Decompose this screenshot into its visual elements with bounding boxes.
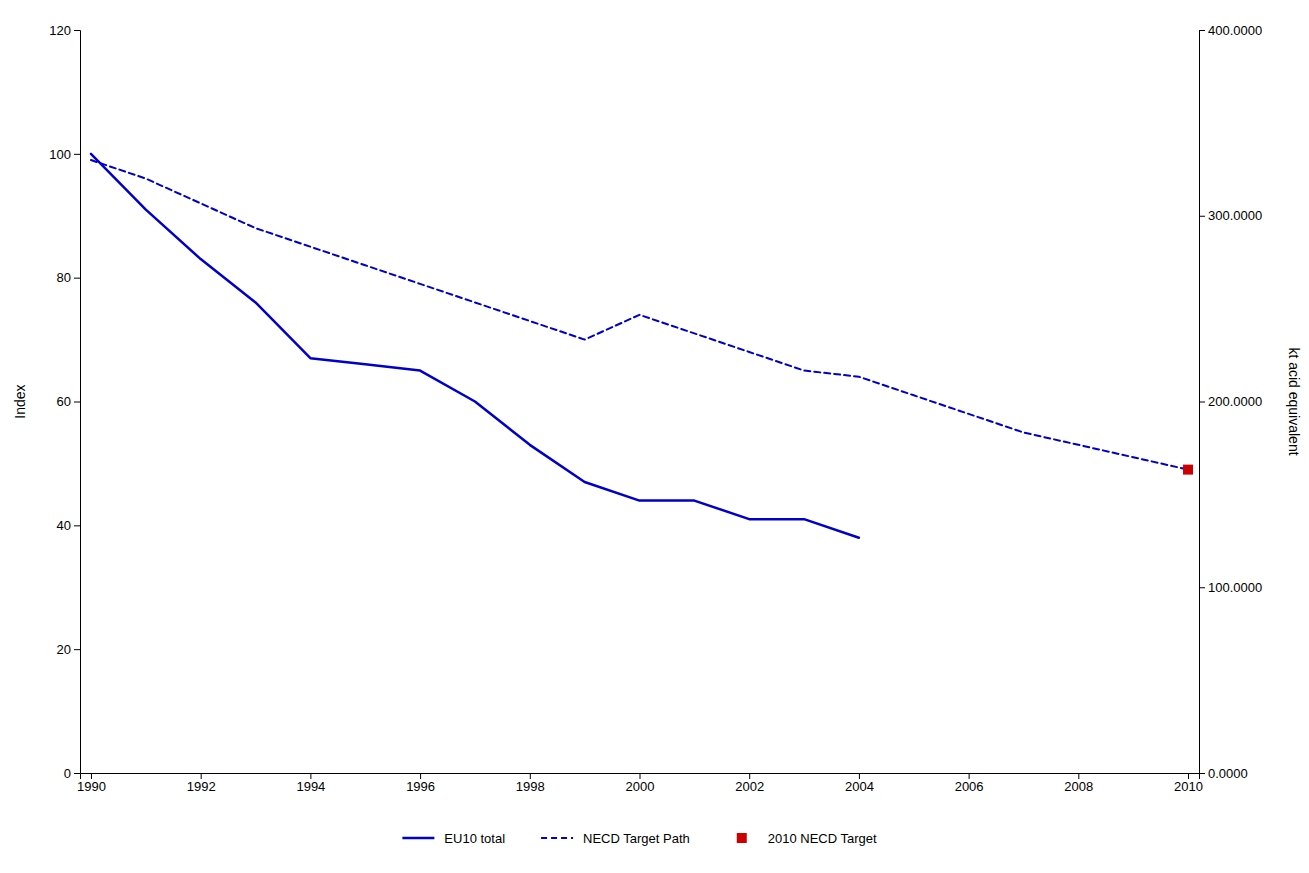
tick: 2006 xyxy=(955,773,984,794)
chart: 1990199219941996199820002002200420062008… xyxy=(0,0,1309,873)
legend-label: EU10 total xyxy=(444,831,505,846)
tick-label: 2002 xyxy=(735,779,764,794)
marks xyxy=(91,154,1193,538)
tick-mark xyxy=(1199,587,1205,588)
tick-label: 1998 xyxy=(516,779,545,794)
y-axis: 0 20 40 60 80 100 120 xyxy=(49,23,80,781)
tick-label: 0 xyxy=(64,766,71,781)
tick-label: 20 xyxy=(57,642,71,657)
tick-label: 1992 xyxy=(187,779,216,794)
tick: 120 xyxy=(49,23,80,38)
tick-mark xyxy=(91,773,92,779)
tick-mark xyxy=(859,773,860,779)
axis-line xyxy=(74,31,81,774)
tick: 2008 xyxy=(1064,773,1093,794)
tick: 20 xyxy=(57,642,80,657)
tick-mark xyxy=(74,525,80,526)
tick: 0.0000 xyxy=(1199,766,1248,781)
tick: 2004 xyxy=(845,773,874,794)
tick-label: 0.0000 xyxy=(1208,766,1248,781)
tick-label: 120 xyxy=(49,23,71,38)
tick-mark xyxy=(1188,773,1189,779)
axis-line xyxy=(81,774,1200,780)
tick: 1998 xyxy=(516,773,545,794)
tick-mark xyxy=(74,154,80,155)
tick: 0 xyxy=(64,766,80,781)
legend-swatch xyxy=(737,833,747,843)
legend: EU10 total NECD Target Path 2010 NECD Targ… xyxy=(402,831,877,846)
tick-mark xyxy=(1078,773,1079,779)
x-axis: 1990 1992 1994 1996 1998 2000 2002 2004 2006 2008… xyxy=(77,773,1203,794)
tick: 2002 xyxy=(735,773,764,794)
tick-mark xyxy=(969,773,970,779)
tick-mark xyxy=(1199,216,1205,217)
plot-area: 1990199219941996199820002002200420062008… xyxy=(12,23,1302,795)
axis-line xyxy=(1200,31,1206,774)
tick-mark xyxy=(530,773,531,779)
tick-label: 2004 xyxy=(845,779,874,794)
legend-item: EU10 total xyxy=(402,831,505,846)
tick-label: 1994 xyxy=(296,779,325,794)
legend-item: NECD Target Path xyxy=(541,831,690,846)
line xyxy=(91,154,859,538)
legend-swatch xyxy=(402,837,434,840)
legend-label: 2010 NECD Target xyxy=(768,831,877,846)
tick-label: 2000 xyxy=(626,779,655,794)
tick: 2000 xyxy=(626,773,655,794)
tick: 100.0000 xyxy=(1199,580,1262,595)
tick: 100 xyxy=(49,146,80,161)
tick-label: 2008 xyxy=(1064,779,1093,794)
tick-mark xyxy=(420,773,421,779)
y-axis-title: Index xyxy=(12,384,28,418)
tick-label: 1990 xyxy=(77,779,106,794)
tick-label: 400.0000 xyxy=(1208,23,1262,38)
legend-label: NECD Target Path xyxy=(583,831,690,846)
y2-axis-title: kt acid equivalent xyxy=(1286,347,1302,455)
tick: 400.0000 xyxy=(1199,23,1262,38)
tick-mark xyxy=(74,30,80,31)
tick-label: 80 xyxy=(57,270,71,285)
tick-label: 100 xyxy=(49,146,71,161)
tick-label: 1996 xyxy=(406,779,435,794)
tick-label: 40 xyxy=(57,518,71,533)
line xyxy=(91,160,1188,470)
legend-item: 2010 NECD Target xyxy=(737,831,877,846)
tick-mark xyxy=(74,278,80,279)
tick-mark xyxy=(1199,402,1205,403)
point xyxy=(1183,465,1193,475)
tick-mark xyxy=(1199,773,1205,774)
tick-label: 2006 xyxy=(955,779,984,794)
tick-mark xyxy=(640,773,641,779)
tick-label: 300.0000 xyxy=(1208,208,1262,223)
tick: 200.0000 xyxy=(1199,394,1262,409)
tick: 300.0000 xyxy=(1199,208,1262,223)
tick: 80 xyxy=(57,270,80,285)
tick-mark xyxy=(74,649,80,650)
tick-label: 100.0000 xyxy=(1208,580,1262,595)
tick-mark xyxy=(1199,30,1205,31)
tick-label: 200.0000 xyxy=(1208,394,1262,409)
tick: 2010 xyxy=(1174,773,1203,794)
tick: 1992 xyxy=(187,773,216,794)
tick: 1994 xyxy=(296,773,325,794)
tick-label: 60 xyxy=(57,394,71,409)
tick-mark xyxy=(74,773,80,774)
tick-mark xyxy=(201,773,202,779)
tick: 60 xyxy=(57,394,80,409)
tick: 1996 xyxy=(406,773,435,794)
tick-mark xyxy=(74,402,80,403)
tick-mark xyxy=(749,773,750,779)
tick-mark xyxy=(310,773,311,779)
tick: 1990 xyxy=(77,773,106,794)
tick: 40 xyxy=(57,518,80,533)
legend-swatch xyxy=(541,837,573,839)
tick-label: 2010 xyxy=(1174,779,1203,794)
y2-axis: 0.0000 100.0000 200.0000 300.0000 400.0000 xyxy=(1199,23,1262,781)
